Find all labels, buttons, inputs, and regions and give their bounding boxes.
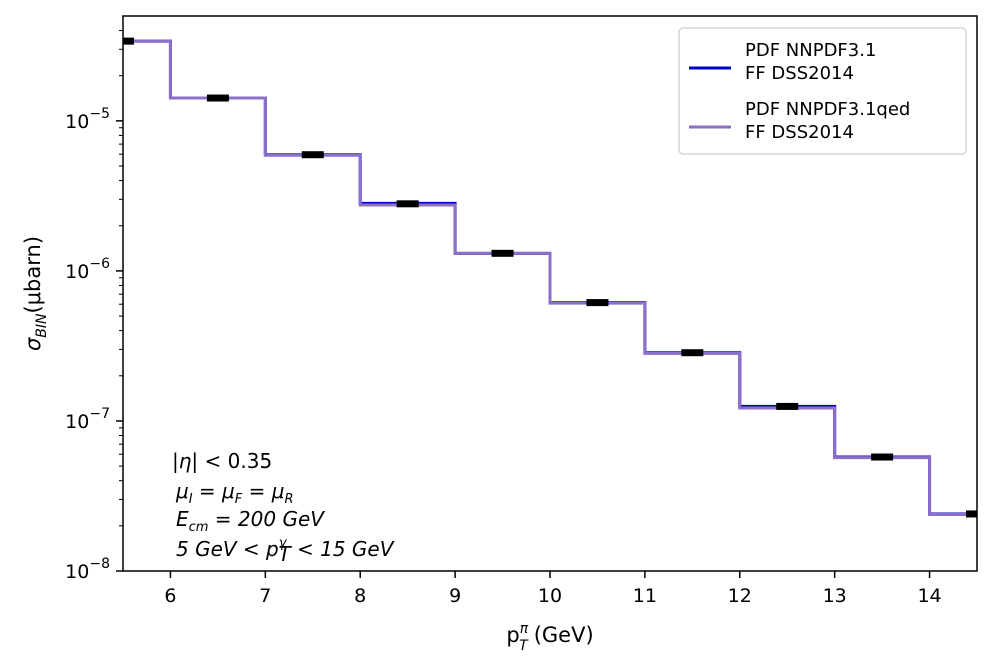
legend-label-1-1: PDF NNPDF3.1 (745, 40, 876, 61)
annotation-ecm: Ecm = 200 GeV (176, 507, 325, 535)
x-tick-label-7: 7 (259, 585, 271, 607)
x-tick-label-14: 14 (917, 585, 941, 607)
y-tick-label-3: 10−6 (65, 256, 110, 283)
x-tick-label-13: 13 (823, 585, 847, 607)
annotation-eta: |η| < 0.35 (172, 449, 272, 473)
x-tick-label-12: 12 (728, 585, 752, 607)
x-tick-label-10: 10 (538, 585, 562, 607)
x-tick-label-8: 8 (354, 585, 366, 607)
error-mark-6 (586, 299, 609, 307)
legend-label-1-2: FF DSS2014 (745, 63, 854, 84)
legend-box (678, 27, 967, 155)
series-line-2 (123, 39, 977, 516)
y-tick-label-1: 10−8 (65, 556, 110, 583)
x-axis-label: pπ T (GeV) (506, 621, 593, 654)
error-mark-8 (776, 402, 799, 410)
error-mark-4 (396, 200, 419, 208)
y-tick-label-4: 10−5 (65, 106, 110, 133)
error-mark-10 (966, 510, 977, 518)
x-tick-label-11: 11 (633, 585, 657, 607)
legend-label-2-1: PDF NNPDF3.1qed (745, 99, 910, 120)
error-mark-3 (301, 151, 324, 159)
error-mark-7 (681, 349, 704, 357)
x-tick-label-6: 6 (164, 585, 176, 607)
error-mark-1 (123, 37, 134, 45)
x-tick-label-9: 9 (449, 585, 461, 607)
error-mark-2 (206, 94, 229, 102)
axes: 6 7 8 9 10 11 12 13 14 10−8 10−7 10−6 10−5 pπ T (GeV) σB… (21, 15, 978, 654)
annotation-pt-range: 5 GeV < pγT < 15 GeV (176, 536, 395, 566)
error-mark-5 (491, 249, 514, 257)
y-tick-label-2: 10−7 (65, 406, 110, 433)
plot-area (123, 37, 977, 518)
annotation-scales: μI = μF = μR (175, 479, 294, 507)
y-axis-label: σBIN(μbarn) (21, 236, 50, 351)
legend-label-2-2: FF DSS2014 (745, 122, 854, 143)
error-mark-9 (871, 453, 894, 461)
